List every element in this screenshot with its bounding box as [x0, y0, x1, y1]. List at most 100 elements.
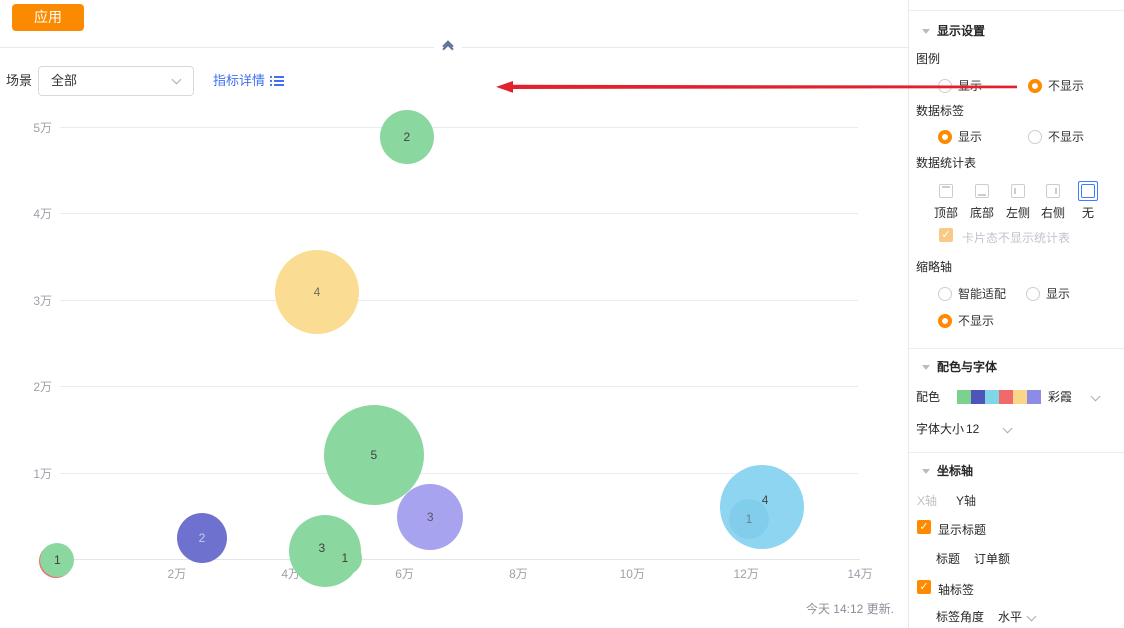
y-gridline — [60, 213, 858, 215]
radio-label: 不显示 — [1048, 79, 1085, 93]
radio-label: 显示 — [958, 130, 983, 144]
tab-x-axis[interactable]: X轴 — [917, 494, 938, 508]
thumb-axis-hide-radio[interactable]: 不显示 — [938, 311, 994, 331]
stats-position-bottom[interactable] — [968, 180, 996, 202]
radio-label: 不显示 — [958, 314, 995, 328]
label-angle-label: 标签角度 — [936, 610, 985, 624]
x-axis-line — [60, 559, 860, 560]
radio-label: 显示 — [1046, 287, 1071, 301]
axis-tabs: X轴 Y轴 — [909, 491, 1124, 511]
palette-name[interactable]: 彩霞 — [1048, 390, 1073, 404]
card-stats-checkbox-row[interactable]: ✓ 卡片态不显示统计表 — [909, 228, 1124, 248]
legend-group-label: 图例 — [916, 52, 941, 66]
chevron-down-icon[interactable] — [1026, 611, 1037, 622]
stats-table-group-label: 数据统计表 — [916, 156, 977, 170]
chevron-down-icon[interactable] — [1002, 423, 1013, 434]
updated-timestamp: 今天 14:12 更新. — [805, 602, 894, 616]
bubble-label: 5 — [370, 448, 378, 463]
scene-select[interactable]: 全部 — [38, 66, 194, 96]
y-gridline — [60, 127, 858, 128]
stats-position-top[interactable] — [932, 180, 960, 202]
thumb-axis-group-label: 缩略轴 — [916, 260, 953, 274]
collapse-triangle-icon — [922, 365, 930, 370]
selected-outline — [1078, 181, 1098, 201]
bubble-label: 2 — [403, 130, 411, 145]
label-angle-value[interactable]: 水平 — [998, 610, 1023, 624]
palette-swatch — [999, 390, 1013, 404]
x-tick-label: 2万 — [167, 567, 187, 581]
thumb-axis-smart-radio[interactable]: 智能适配 — [938, 284, 1006, 304]
data-label-show-radio[interactable]: 显示 — [938, 127, 982, 147]
table-right-icon — [1046, 184, 1060, 198]
radio-indicator — [938, 314, 952, 328]
chart-bubble[interactable]: 5 — [323, 405, 424, 506]
position-label[interactable]: 底部 — [969, 206, 994, 220]
checkbox-checked-icon: ✓ — [939, 228, 953, 242]
stats-position-left[interactable] — [1004, 180, 1032, 202]
stats-position-right[interactable] — [1039, 180, 1067, 202]
table-none-icon — [1081, 184, 1095, 198]
position-label[interactable]: 右侧 — [1040, 206, 1065, 220]
bubble-label: 1 — [745, 512, 753, 527]
bubble-label: 1 — [53, 552, 61, 567]
section-axis[interactable]: 坐标轴 — [909, 461, 1124, 481]
palette-swatch — [957, 390, 971, 404]
x-tick-label: 6万 — [395, 567, 414, 581]
show-title-checkbox-row[interactable]: ✓ 显示标题 — [909, 520, 1124, 540]
legend-hide-radio[interactable]: 不显示 — [1028, 76, 1084, 96]
checkbox-checked-icon: ✓ — [917, 580, 931, 594]
font-size-value[interactable]: 12 — [966, 422, 980, 436]
section-color-font[interactable]: 配色与字体 — [909, 357, 1124, 377]
x-tick-label: 14万 — [847, 567, 873, 581]
stats-position-none[interactable] — [1074, 180, 1102, 202]
settings-panel: 显示设置 图例 显示 不显示 数据标签 显示 不显示 数据统计表 — [908, 0, 1124, 628]
axis-title-value[interactable]: 订单额 — [974, 552, 1011, 566]
radio-indicator — [938, 79, 952, 93]
chevron-down-icon[interactable] — [1090, 391, 1101, 402]
chart-bubble[interactable]: 2 — [176, 513, 227, 564]
axis-label-checkbox-row[interactable]: ✓ 轴标签 — [909, 580, 1124, 600]
bubble-label: 1 — [341, 551, 349, 566]
y-gridline — [60, 472, 858, 474]
palette-swatch — [971, 390, 985, 404]
stats-table-icons-row — [909, 180, 1124, 202]
radio-indicator — [938, 287, 952, 301]
chart-bubble[interactable]: 1 — [40, 542, 75, 577]
y-tick-label: 1万 — [33, 466, 52, 481]
data-label-group-label: 数据标签 — [916, 104, 965, 118]
metric-detail-link[interactable]: 指标详情 — [213, 66, 285, 96]
position-label[interactable]: 无 — [1081, 206, 1094, 220]
data-label-hide-radio[interactable]: 不显示 — [1028, 127, 1084, 147]
bubble-label: 2 — [198, 531, 206, 546]
x-tick-label: 8万 — [509, 567, 528, 581]
font-size-row: 字体大小 12 — [909, 419, 1124, 439]
radio-indicator — [1028, 79, 1042, 93]
stats-table-icon-labels: 顶部 底部 左侧 右侧 无 — [909, 203, 1124, 223]
y-tick-label: 2万 — [33, 380, 52, 395]
thumb-axis-show-radio[interactable]: 显示 — [1026, 284, 1070, 304]
collapse-panel-control[interactable] — [434, 38, 462, 56]
chart-bubble[interactable]: 3 — [397, 483, 464, 550]
chart-bubble[interactable]: 1 — [327, 541, 362, 576]
palette-label: 配色 — [916, 390, 941, 404]
position-label[interactable]: 左侧 — [1005, 206, 1030, 220]
bubble-label: 4 — [313, 285, 321, 300]
bubble-label: 3 — [426, 509, 434, 524]
section-display-settings[interactable]: 显示设置 — [909, 21, 1124, 41]
position-label[interactable]: 顶部 — [933, 206, 958, 220]
panel-divider — [909, 348, 1124, 349]
chart-bubble[interactable]: 4 — [274, 250, 359, 335]
apply-button[interactable]: 应用 — [12, 4, 84, 31]
section-title: 配色与字体 — [937, 360, 998, 374]
data-label-radio-row: 显示 不显示 — [909, 127, 1124, 147]
tab-y-axis[interactable]: Y轴 — [956, 494, 977, 508]
legend-radio-row: 显示 不显示 — [909, 76, 1124, 96]
palette-swatch — [985, 390, 999, 404]
chart-bubble[interactable]: 2 — [379, 110, 434, 165]
checkbox-label: 轴标签 — [938, 583, 975, 597]
legend-show-radio[interactable]: 显示 — [938, 76, 982, 96]
chart-bubble[interactable]: 1 — [729, 499, 769, 540]
panel-divider — [909, 10, 1124, 11]
palette-swatches[interactable] — [957, 390, 1041, 411]
